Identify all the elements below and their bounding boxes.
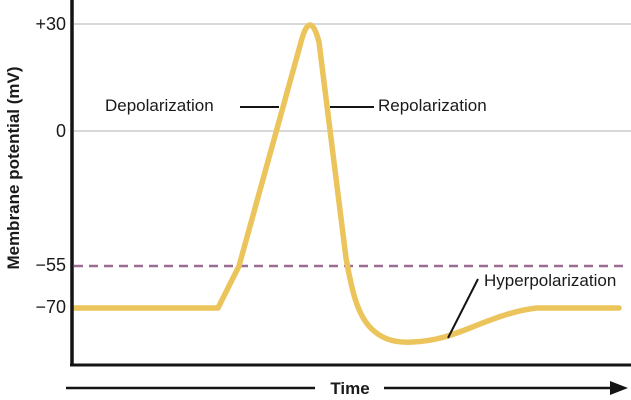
- membrane-potential-curve: [71, 22, 622, 345]
- tick-label-plus30: +30: [35, 14, 66, 34]
- repolarization-label: Repolarization: [378, 96, 487, 115]
- tick-label-zero: 0: [55, 121, 66, 141]
- hyperpolarization-leader-line: [447, 278, 479, 339]
- depolarization-label: Depolarization: [105, 96, 214, 115]
- time-arrowhead: [610, 381, 628, 395]
- tick-label-minus55: −55: [35, 255, 66, 275]
- hyperpolarization-label: Hyperpolarization: [484, 271, 617, 290]
- tick-label-minus70: −70: [35, 297, 66, 317]
- x-axis-title: Time: [330, 379, 370, 398]
- y-axis-title: Membrane potential (mV): [4, 66, 23, 270]
